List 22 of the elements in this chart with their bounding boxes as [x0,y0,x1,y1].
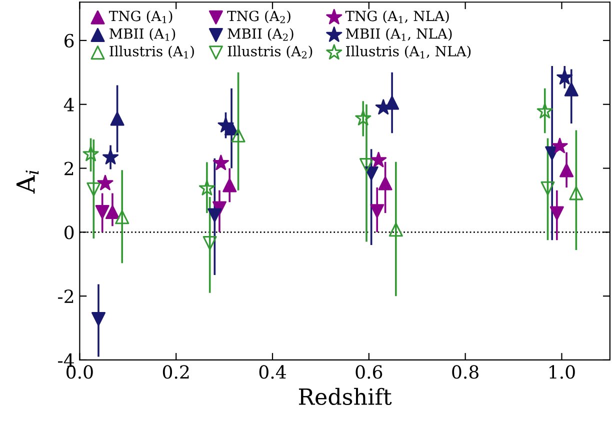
x-tick-label: 0.6 [356,365,382,379]
legend-label: Illustris (A$_{2}$) [228,46,312,58]
legend-label: TNG (A$_{1}$) [108,10,172,24]
x-tick-label: 0.8 [452,365,478,379]
legend-label: MBII (A$_{2}$) [228,28,294,41]
y-axis-title: A$_{i}$ [16,170,39,194]
legend-label: MBII (A$_{1}$, NLA) [346,28,452,41]
legend-label: TNG (A$_{2}$) [227,10,290,24]
y-tick-label: 4 [64,98,74,112]
legend-label: MBII (A$_{1}$) [110,28,176,41]
x-tick-label: 1.0 [550,365,575,379]
x-tick-label: 0.0 [66,365,93,379]
y-tick-label: 6 [64,34,74,48]
legend-label: Illustris (A$_{1}$, NLA) [346,46,471,58]
y-tick-label: 0 [64,226,74,240]
y-tick-label: 2 [64,162,74,176]
legend-label: Illustris (A$_{1}$) [110,46,194,58]
x-axis-title: Redshift [298,388,392,406]
x-tick-label: 0.4 [259,365,286,379]
legend-label: TNG (A$_{1}$, NLA) [345,10,449,24]
x-tick-label: 0.2 [162,365,189,379]
y-tick-label: -2 [58,290,74,303]
